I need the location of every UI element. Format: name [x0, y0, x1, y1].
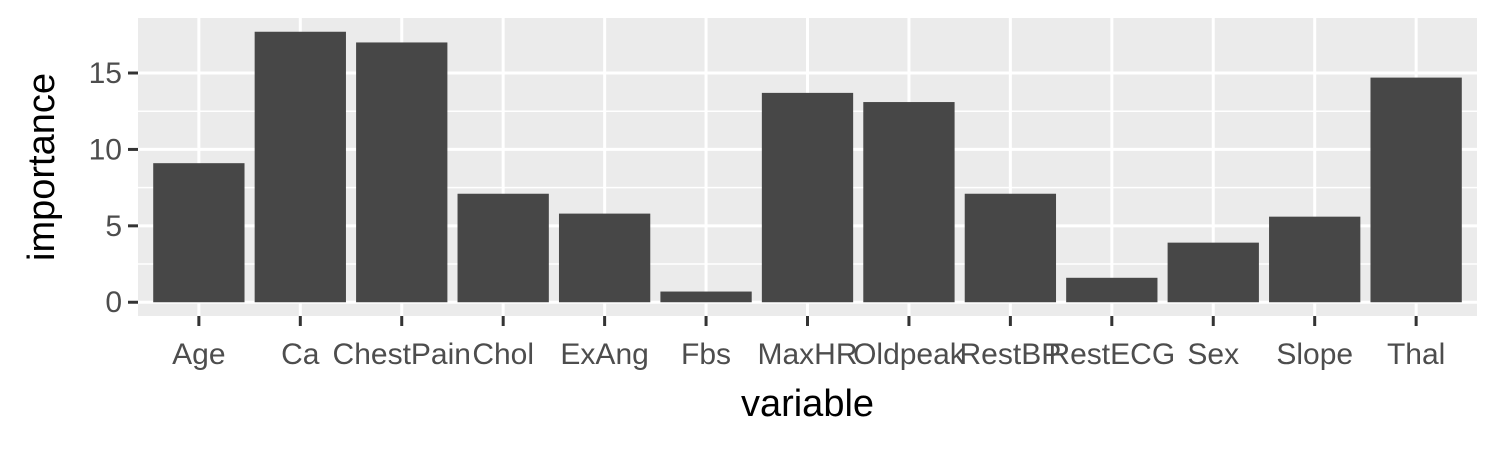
x-tick-label: RestECG [1048, 338, 1175, 371]
bar-restecg [1066, 277, 1158, 303]
x-tick-label: Thal [1387, 338, 1445, 371]
x-tick-label: Chol [472, 338, 534, 371]
bar-slope [1269, 216, 1361, 303]
bar-chestpain [356, 42, 448, 303]
bars [153, 31, 1462, 303]
x-tick-label: Age [172, 338, 225, 371]
x-tick-label: Sex [1187, 338, 1239, 371]
bar-sex [1167, 242, 1259, 303]
x-tick-label: Oldpeak [853, 338, 966, 371]
x-tick-label: Fbs [681, 338, 731, 371]
x-tick-label: ExAng [560, 338, 648, 371]
x-axis-title: variable [741, 383, 874, 425]
y-tick-label: 15 [89, 57, 122, 90]
y-tick-label: 5 [105, 210, 122, 243]
bar-exang [558, 213, 651, 303]
bar-chol [457, 193, 549, 303]
x-axis: Age Ca ChestPain Chol ExAng Fbs MaxHROldpeakRe… [172, 316, 1445, 371]
x-tick-label: Slope [1276, 338, 1353, 371]
y-axis: 0 5 10 15 [89, 57, 138, 319]
y-axis-title: importance [21, 73, 63, 261]
bar-ca [254, 31, 346, 303]
bar-restbp [964, 193, 1057, 303]
x-tick-label: RestBP [960, 338, 1062, 371]
x-tick-label: MaxHR [757, 338, 857, 371]
bar-oldpeak [863, 102, 955, 303]
bar-age [153, 163, 245, 303]
bar-maxhr [761, 92, 854, 303]
x-tick-label: ChestPain [333, 338, 471, 371]
x-tick-label: Ca [281, 338, 320, 371]
y-tick-label: 10 [89, 133, 122, 166]
bar-fbs [660, 291, 752, 303]
y-tick-label: 0 [105, 286, 122, 319]
bar-thal [1370, 77, 1462, 303]
